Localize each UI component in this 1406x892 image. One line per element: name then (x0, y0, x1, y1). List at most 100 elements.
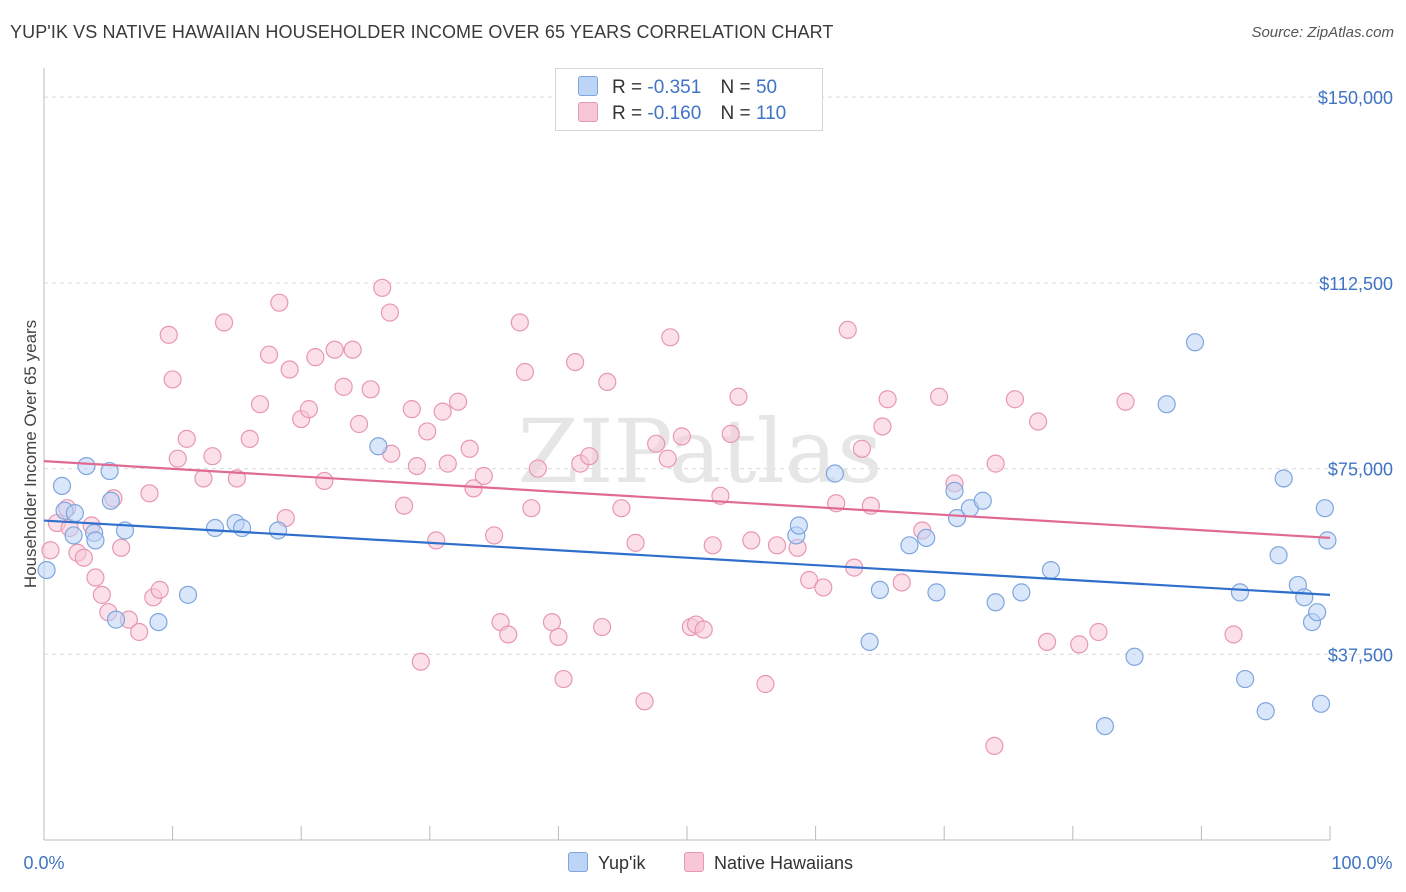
native-hawaiians-point (92, 585, 111, 604)
native-hawaiians-trend-line (43, 460, 1331, 540)
native-hawaiians-point (986, 454, 1005, 473)
native-hawaiians-point (661, 328, 680, 347)
native-hawaiians-point (814, 578, 833, 597)
trend-lines (43, 460, 1331, 596)
yupik-point (947, 508, 967, 528)
yupik-point (973, 491, 992, 510)
yupik-point (178, 585, 198, 604)
yupik-point (789, 516, 808, 535)
yupik-point (369, 437, 388, 456)
yupik-point (1012, 583, 1031, 602)
native-hawaiians-point (892, 573, 911, 592)
native-hawaiians-point (349, 414, 369, 434)
native-hawaiians-point (626, 533, 645, 552)
legend-n-label: N = (720, 77, 751, 98)
yupik-point (65, 504, 84, 523)
native-hawaiians-point (306, 348, 325, 367)
legend-r-label: R = (612, 77, 643, 98)
native-hawaiians-point (711, 486, 730, 505)
native-hawaiians-point (703, 536, 722, 555)
yupik-point (900, 536, 919, 555)
correlation-legend: R = -0.351 N = 50 R = -0.160 N = 110 (555, 68, 823, 131)
native-hawaiians-point (325, 340, 344, 359)
native-hawaiians-point (214, 313, 234, 332)
native-hawaiians-point (373, 278, 392, 297)
yupik-point (268, 521, 288, 540)
legend-swatch-native-hawaiians (578, 102, 598, 122)
yupik-point (86, 531, 105, 550)
native-hawaiians-point (74, 548, 93, 567)
yupik-point (1311, 694, 1331, 713)
yupik-point (1256, 702, 1275, 721)
yupik-point (1318, 531, 1337, 550)
native-hawaiians-point (612, 499, 631, 518)
yupik-point (100, 461, 119, 481)
native-hawaiians-point (140, 484, 159, 503)
yupik-point (986, 593, 1005, 612)
yupik-point (1236, 669, 1255, 689)
native-hawaiians-point (510, 313, 529, 332)
series-legend-yupik[interactable]: Yup'ik (568, 852, 645, 874)
native-hawaiians-point (130, 622, 149, 642)
native-hawaiians-point (361, 380, 380, 399)
yupik-point (825, 464, 844, 483)
native-hawaiians-point (1089, 622, 1108, 642)
native-hawaiians-point (270, 293, 289, 312)
watermark-text: ZIPatlas (518, 400, 883, 503)
native-hawaiians-point (299, 400, 319, 419)
native-hawaiians-point (598, 372, 617, 392)
legend-n-label: N = (720, 103, 751, 124)
native-hawaiians-point (394, 496, 414, 515)
yupik-point (927, 583, 946, 602)
native-hawaiians-point (756, 674, 775, 694)
series-swatch-yupik (568, 852, 588, 872)
yupik-point (232, 518, 252, 538)
native-hawaiians-point (721, 424, 740, 444)
yupik-point (1269, 546, 1288, 565)
native-hawaiians-point (852, 439, 871, 458)
native-hawaiians-point (407, 456, 427, 476)
native-hawaiians-point (168, 449, 187, 468)
native-hawaiians-point (878, 390, 897, 409)
legend-r-label: R = (612, 103, 643, 124)
legend-row-native-hawaiians: R = -0.160 N = 110 (578, 102, 786, 126)
yupik-points (37, 333, 1337, 736)
native-hawaiians-point (112, 538, 131, 557)
native-hawaiians-point (549, 627, 568, 647)
native-hawaiians-point (438, 454, 457, 473)
native-hawaiians-point (1116, 392, 1135, 411)
x-tick-label-max: 100.0% (1331, 853, 1392, 873)
yupik-point (1308, 603, 1327, 622)
legend-r-value-yupik: -0.351 (647, 77, 702, 98)
native-hawaiians-point (485, 526, 504, 545)
yupik-point (64, 526, 83, 545)
yupik-point (870, 580, 890, 600)
native-hawaiians-point (554, 669, 573, 689)
legend-swatch-yupik (578, 76, 598, 96)
native-hawaiians-point (515, 362, 535, 382)
native-hawaiians-point (474, 466, 493, 486)
native-hawaiians-point (838, 320, 857, 340)
native-hawaiians-point (1005, 390, 1025, 409)
yupik-point (945, 481, 964, 500)
series-legend-native-hawaiians[interactable]: Native Hawaiians (684, 852, 853, 874)
native-hawaiians-point (742, 531, 761, 550)
native-hawaiians-point (528, 459, 547, 478)
yupik-point (1315, 499, 1334, 518)
native-hawaiians-point (729, 387, 748, 406)
native-hawaiians-point (635, 692, 654, 711)
native-hawaiians-point (566, 352, 585, 372)
yupik-point (860, 632, 879, 652)
yupik-point (205, 518, 225, 538)
native-hawaiians-point (929, 387, 949, 406)
yupik-point (1041, 560, 1061, 580)
native-hawaiians-point (402, 400, 421, 419)
native-hawaiians-point (448, 392, 468, 411)
native-hawaiians-point (41, 541, 60, 560)
series-label-yupik: Yup'ik (598, 853, 646, 873)
chart-title: YUP'IK VS NATIVE HAWAIIAN HOUSEHOLDER IN… (10, 22, 834, 42)
series-swatch-native-hawaiians (684, 852, 704, 872)
yupik-point (1295, 588, 1314, 607)
grid-lines (44, 96, 1395, 655)
native-hawaiians-point (411, 652, 430, 671)
